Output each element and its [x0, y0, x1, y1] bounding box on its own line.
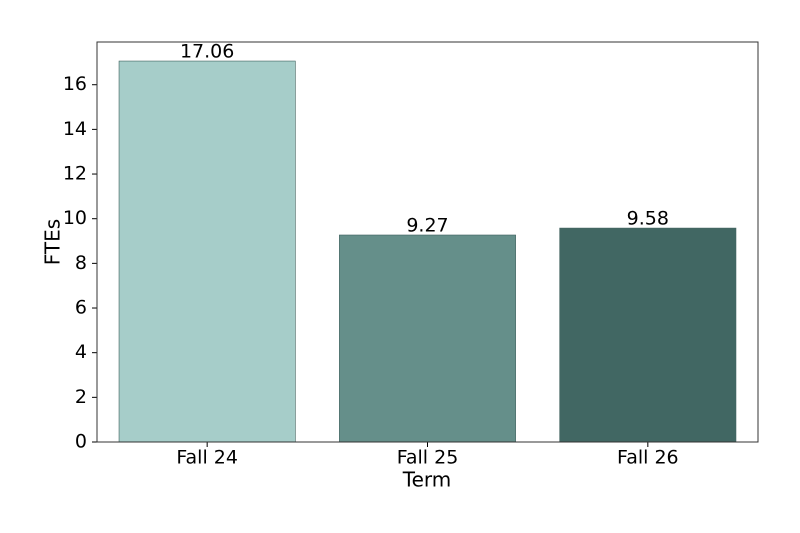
y-tick-label: 2: [75, 386, 87, 408]
x-axis-title: Term: [402, 468, 451, 492]
y-tick-label: 6: [75, 297, 87, 319]
y-tick-label: 16: [63, 73, 87, 95]
value-label: 9.27: [406, 214, 448, 236]
y-tick-label: 4: [75, 341, 87, 363]
x-tick-label: Fall 24: [176, 447, 238, 469]
bar: [559, 227, 737, 443]
bar: [339, 234, 516, 443]
y-tick-label: 10: [63, 207, 87, 229]
x-tick-label: Fall 25: [397, 447, 459, 469]
y-tick-label: 12: [63, 163, 87, 185]
y-tick-label: 8: [75, 252, 87, 274]
y-tick-label: 0: [75, 431, 87, 453]
bar: [118, 60, 296, 443]
x-tick-label: Fall 26: [617, 447, 679, 469]
y-axis-title: FTEs: [41, 219, 65, 265]
plot-frame: [96, 41, 759, 443]
value-label: 17.06: [180, 41, 234, 63]
value-label: 9.58: [627, 208, 669, 230]
y-tick-label: 14: [63, 118, 87, 140]
